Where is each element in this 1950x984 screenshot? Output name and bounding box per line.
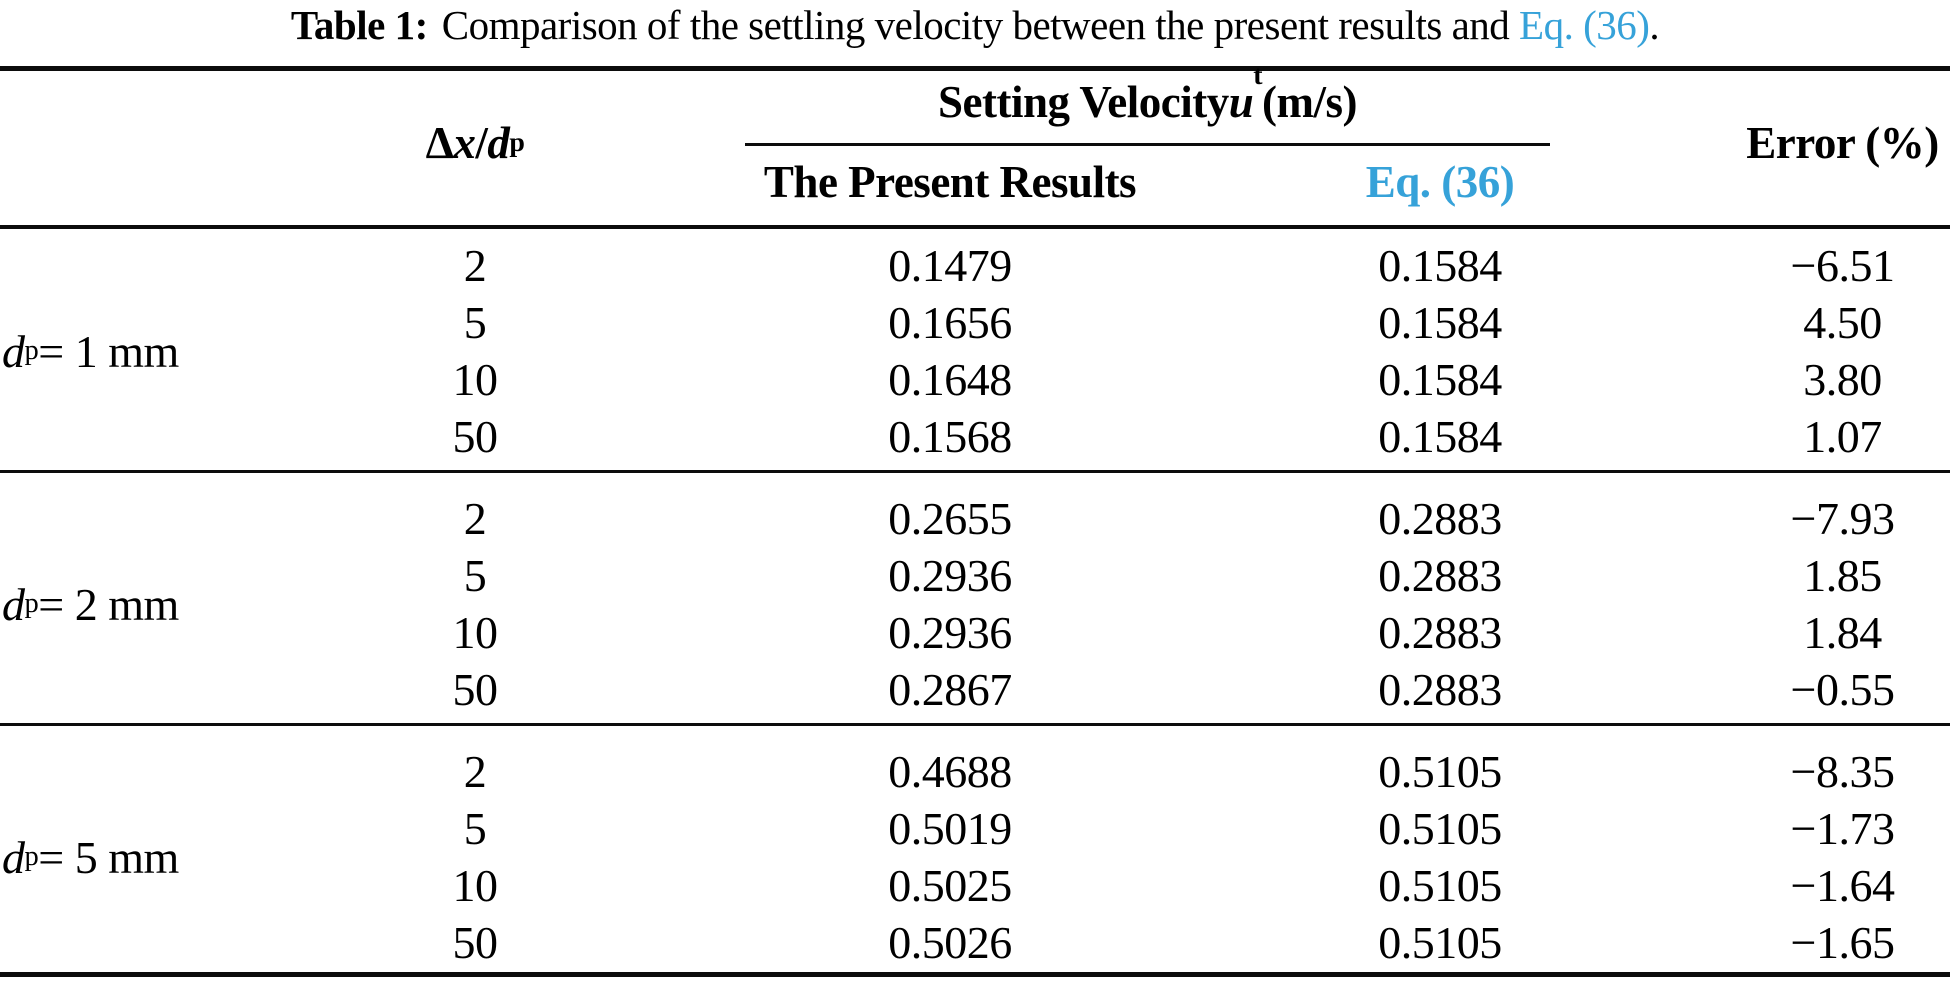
cell-dx: 50 [452, 917, 499, 968]
table-top-rule [0, 66, 1950, 71]
group-label-value: = 5 mm [38, 831, 179, 883]
cell-error: −8.35 [1790, 746, 1895, 797]
cell-eq36: 0.5105 [1378, 803, 1502, 854]
cell-present: 0.5026 [888, 917, 1012, 968]
cell-present: 0.5025 [888, 860, 1012, 911]
cell-error: 3.80 [1803, 354, 1882, 405]
cell-present: 0.2936 [888, 550, 1012, 601]
cell-eq36: 0.1584 [1378, 240, 1502, 291]
cell-present: 0.1568 [888, 411, 1012, 462]
cell-dx: 5 [463, 297, 487, 348]
cell-present: 0.2936 [888, 607, 1012, 658]
cell-present: 0.1479 [888, 240, 1012, 291]
cell-error: 1.84 [1803, 607, 1882, 658]
cell-dx: 10 [452, 860, 499, 911]
cell-eq36: 0.2883 [1378, 607, 1502, 658]
cell-eq36: 0.2883 [1378, 493, 1502, 544]
table-caption-period: . [1649, 2, 1660, 48]
eq36-citation-link[interactable]: Eq. (36) [1519, 2, 1650, 48]
cell-dx: 50 [452, 664, 499, 715]
cell-dx: 5 [463, 803, 487, 854]
cell-error: −6.51 [1790, 240, 1895, 291]
dxdp-d: d [487, 118, 510, 168]
cell-dx: 10 [452, 607, 499, 658]
cell-error: −1.64 [1790, 860, 1895, 911]
cell-eq36: 0.2883 [1378, 664, 1502, 715]
cell-error: 1.07 [1803, 411, 1882, 462]
group-separator-rule [0, 723, 1950, 726]
dxdp-x: x [453, 118, 476, 168]
cell-present: 0.1656 [888, 297, 1012, 348]
group-label-d: d [2, 578, 25, 630]
table-caption-label: Table 1: [290, 2, 428, 48]
cell-present: 0.2867 [888, 664, 1012, 715]
cell-error: −7.93 [1790, 493, 1895, 544]
group-label-value: = 1 mm [38, 325, 179, 377]
column-header-eq36-link[interactable]: Eq. (36) [1365, 156, 1515, 207]
dxdp-delta: Δ [425, 118, 454, 168]
table-caption: Table 1: Comparison of the settling velo… [0, 0, 1950, 66]
cell-error: −1.73 [1790, 803, 1895, 854]
cell-dx: 2 [463, 746, 487, 797]
cell-dx: 2 [463, 240, 487, 291]
group-label-value: = 2 mm [38, 578, 179, 630]
cell-eq36: 0.1584 [1378, 411, 1502, 462]
cell-eq36: 0.5105 [1378, 746, 1502, 797]
cell-eq36: 0.5105 [1378, 860, 1502, 911]
cell-present: 0.5019 [888, 803, 1012, 854]
cell-error: −1.65 [1790, 917, 1895, 968]
header-bottom-rule [0, 225, 1950, 229]
cell-eq36: 0.2883 [1378, 550, 1502, 601]
setting-velocity-text: Setting Velocity [937, 77, 1229, 127]
table-bottom-rule [0, 972, 1950, 977]
cell-eq36: 0.1584 [1378, 297, 1502, 348]
cell-dx: 2 [463, 493, 487, 544]
column-header-error: Error (%) [1746, 118, 1939, 168]
cell-eq36: 0.1584 [1378, 354, 1502, 405]
cell-eq36: 0.5105 [1378, 917, 1502, 968]
group-separator-rule [0, 470, 1950, 473]
cell-error: −0.55 [1790, 664, 1895, 715]
group-label-d: d [2, 831, 25, 883]
velocity-u-symbol: u [1228, 77, 1254, 127]
dxdp-slash: / [475, 118, 488, 168]
group-label-d: d [2, 325, 25, 377]
cell-dx: 50 [452, 411, 499, 462]
velocity-units: (m/s) [1262, 77, 1358, 127]
cell-dx: 5 [463, 550, 487, 601]
cell-error: 1.85 [1803, 550, 1882, 601]
cell-present: 0.2655 [888, 493, 1012, 544]
cell-dx: 10 [452, 354, 499, 405]
cell-error: 4.50 [1803, 297, 1882, 348]
table-caption-text: Comparison of the settling velocity betw… [441, 2, 1520, 48]
cell-present: 0.4688 [888, 746, 1012, 797]
cell-present: 0.1648 [888, 354, 1012, 405]
column-header-present-results: The Present Results [763, 156, 1137, 207]
